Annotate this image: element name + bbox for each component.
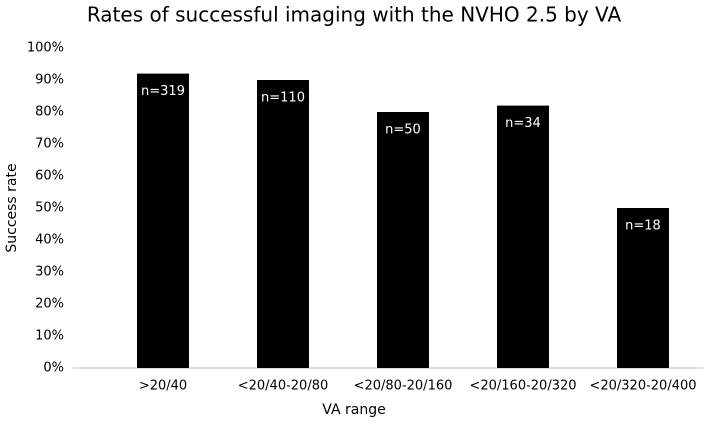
bar: [137, 73, 189, 368]
y-tick-label: 40%: [35, 233, 64, 248]
x-tick-label: <20/80-20/160: [354, 379, 453, 394]
y-tick-label: 20%: [35, 297, 64, 312]
x-axis-title: VA range: [322, 402, 385, 418]
bar: [497, 105, 549, 368]
bar: [377, 112, 429, 368]
y-tick-label: 90%: [35, 73, 64, 88]
x-tick-label: <20/40-20/80: [238, 379, 329, 394]
bar-label: n=18: [625, 219, 661, 234]
bar-label: n=34: [505, 116, 541, 131]
y-tick-label: 10%: [35, 329, 64, 344]
x-tick-label: >20/40: [139, 379, 187, 394]
bar-label: n=50: [385, 123, 421, 138]
bar: [257, 80, 309, 368]
y-tick-label: 0%: [43, 361, 64, 376]
bar: [617, 208, 669, 368]
y-tick-label: 60%: [35, 169, 64, 184]
x-tick-label: <20/320-20/400: [589, 379, 696, 394]
y-tick-label: 30%: [35, 265, 64, 280]
y-tick-label: 70%: [35, 137, 64, 152]
y-axis-title: Success rate: [4, 163, 20, 252]
bar-label: n=319: [141, 84, 185, 99]
bar-label: n=110: [261, 91, 305, 106]
x-tick-label: <20/160-20/320: [469, 379, 576, 394]
chart-title: Rates of successful imaging with the NVH…: [87, 3, 622, 27]
y-tick-label: 80%: [35, 105, 64, 120]
y-tick-label: 100%: [27, 41, 64, 56]
y-tick-label: 50%: [35, 201, 64, 216]
